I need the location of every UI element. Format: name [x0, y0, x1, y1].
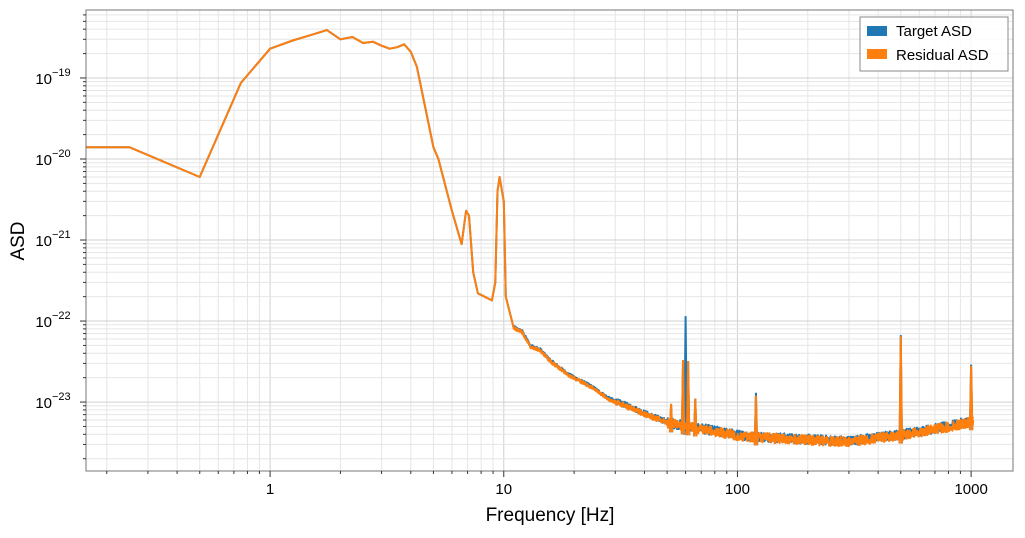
y-tick-label-exponent: −21 — [52, 229, 71, 241]
x-tick-label: 10 — [495, 481, 512, 498]
y-tick-label: 10 — [35, 152, 52, 169]
spectral-line-peak — [968, 365, 974, 431]
y-tick-label-exponent: −20 — [52, 148, 71, 160]
y-tick-label-exponent: −19 — [52, 67, 71, 79]
legend: Target ASD Residual ASD — [859, 16, 1009, 72]
spectral-line-peak — [680, 360, 686, 435]
series-line-target — [86, 29, 974, 447]
x-tick-label: 1000 — [954, 481, 987, 498]
y-axis-label: ASD — [8, 221, 29, 260]
y-tick-label-exponent: −22 — [52, 310, 71, 322]
x-axis-ticks: 1 10 100 1000 — [106, 471, 988, 498]
x-axis-label: Frequency [Hz] — [486, 505, 615, 526]
y-tick-label: 10 — [35, 314, 52, 331]
spectral-line-peak — [685, 361, 691, 436]
spectral-line-peak — [683, 316, 688, 435]
series-line-residual — [86, 29, 975, 448]
y-tick-label-exponent: −23 — [52, 391, 71, 403]
spectral-line-peak — [668, 403, 674, 433]
legend-label-target: Target ASD — [896, 23, 972, 40]
spectral-line-peak — [693, 398, 698, 437]
grid — [86, 10, 1013, 471]
y-tick-label: 10 — [35, 233, 52, 250]
x-tick-label: 100 — [725, 481, 750, 498]
legend-swatch-target — [867, 26, 887, 36]
x-tick-label: 1 — [266, 481, 274, 498]
y-tick-label: 10 — [35, 71, 52, 88]
legend-swatch-residual — [867, 49, 887, 59]
spectral-line-peak — [753, 395, 759, 446]
y-tick-label: 10 — [35, 395, 52, 412]
legend-label-residual: Residual ASD — [896, 47, 989, 64]
series-lines — [86, 29, 975, 448]
spectral-line-peak — [898, 336, 903, 444]
